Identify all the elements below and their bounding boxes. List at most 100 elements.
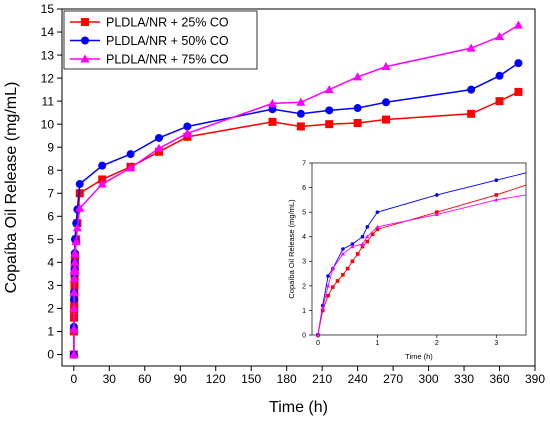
main-series-point	[69, 303, 79, 312]
main-x-tick-label: 210	[312, 372, 332, 386]
inset-series-point	[326, 293, 330, 298]
main-y-tick-label: 9	[47, 140, 54, 154]
main-series-point	[98, 175, 107, 184]
inset-series-point	[494, 193, 499, 197]
main-series-point	[296, 122, 305, 131]
main-x-tick-label: 30	[103, 372, 117, 386]
inset-y-tick-label: 3	[302, 259, 306, 266]
inset-series-point	[360, 244, 365, 249]
inset-series-point	[350, 244, 355, 249]
inset-y-axis-label: Copaíba Oil Release (mg/mL)	[287, 199, 296, 299]
inset-series-point	[350, 259, 355, 264]
main-series-point	[381, 61, 391, 71]
main-x-tick-label: 330	[454, 372, 474, 386]
legend-swatch-marker	[80, 54, 90, 63]
main-series-point	[382, 115, 391, 124]
inset-series-point	[360, 242, 365, 246]
main-series-point	[98, 161, 107, 170]
legend-swatch-marker	[81, 18, 89, 26]
inset-series-point	[341, 273, 345, 277]
main-series-point	[75, 203, 85, 212]
inset-series-point	[315, 332, 321, 337]
main-x-tick-label: 300	[419, 372, 439, 386]
inset-series-point	[341, 247, 345, 251]
inset-y-tick-label: 7	[302, 160, 306, 167]
main-y-tick-label: 12	[41, 71, 55, 85]
inset-series-point	[350, 242, 355, 246]
main-series-point	[382, 98, 391, 107]
inset-series-point	[320, 305, 325, 310]
main-x-tick-label: 180	[277, 372, 297, 386]
inset-series-point	[325, 283, 331, 288]
inset-series-point	[335, 279, 340, 283]
main-chart: 0 30 60 90 120 150 180 210 240 270 300 330 360 390012…	[3, 2, 545, 416]
main-series-point	[513, 20, 524, 29]
inset-series-point	[365, 225, 370, 229]
main-x-tick-label: 150	[241, 372, 261, 386]
inset-y-tick-label: 4	[302, 234, 306, 241]
main-plot-frame	[61, 8, 536, 367]
main-series-point	[466, 43, 476, 52]
inset-series-point	[375, 210, 380, 214]
main-y-tick-label: 6	[47, 209, 54, 223]
main-series-point	[97, 179, 107, 188]
main-series-point	[154, 143, 164, 152]
main-series-point	[69, 287, 79, 296]
legend-label: PLDLA/NR + 75% CO	[106, 53, 229, 67]
main-x-tick-label: 60	[138, 372, 152, 386]
main-series-point	[70, 264, 80, 273]
main-series-point	[125, 163, 136, 172]
main-y-tick-label: 3	[47, 279, 54, 293]
main-y-tick-label: 5	[47, 233, 54, 247]
main-y-tick-label: 8	[47, 163, 54, 177]
main-series-point	[182, 128, 192, 137]
main-y-axis-label: Copaíba Oil Release (mg/mL)	[3, 82, 20, 294]
inset-series-point	[375, 227, 380, 232]
inset-series-line	[317, 194, 527, 336]
main-x-tick-label: 0	[70, 372, 77, 386]
inset-series-point	[435, 210, 439, 214]
inset-y-tick-label: 6	[302, 185, 306, 192]
inset-series-point	[494, 197, 499, 202]
inset-series-line	[317, 172, 527, 336]
main-series-point	[467, 109, 476, 118]
inset-series-point	[434, 212, 439, 217]
main-series-point	[154, 147, 163, 156]
main-series-point	[353, 72, 363, 81]
main-series-point	[268, 105, 277, 114]
main-series-point	[495, 97, 504, 106]
inset-series-point	[345, 266, 350, 271]
inset-series-point	[375, 224, 380, 229]
main-y-tick-label: 14	[41, 25, 55, 39]
main-series-point	[126, 150, 135, 159]
main-series-point	[353, 104, 362, 113]
main-x-tick-label: 360	[490, 372, 510, 386]
inset-series-point	[331, 285, 335, 289]
inset-series-point	[340, 251, 345, 256]
inset-y-tick-label: 2	[302, 283, 306, 290]
inset-x-tick-label: 0	[316, 340, 320, 347]
main-series-point	[183, 122, 192, 131]
main-series-point	[70, 248, 80, 257]
main-x-tick-label: 240	[348, 372, 368, 386]
main-x-tick-label: 390	[525, 372, 545, 386]
main-series-point	[324, 85, 334, 94]
main-series-point	[325, 106, 334, 115]
inset-series-point	[360, 234, 365, 239]
main-series-line	[73, 91, 519, 355]
main-series-point	[75, 189, 84, 198]
main-series-point	[71, 237, 81, 246]
main-series-point	[325, 120, 334, 129]
main-series-point	[154, 133, 163, 142]
main-y-tick-label: 4	[47, 256, 54, 270]
main-y-tick-label: 0	[47, 348, 54, 362]
main-y-tick-label: 7	[47, 186, 54, 200]
main-y-tick-label: 13	[41, 48, 55, 62]
main-series-point	[69, 349, 79, 358]
inset-y-tick-label: 0	[302, 332, 306, 339]
main-series-point	[467, 85, 476, 94]
inset-series-point	[494, 178, 499, 182]
main-y-tick-label: 15	[41, 2, 55, 16]
main-series-point	[296, 97, 306, 106]
